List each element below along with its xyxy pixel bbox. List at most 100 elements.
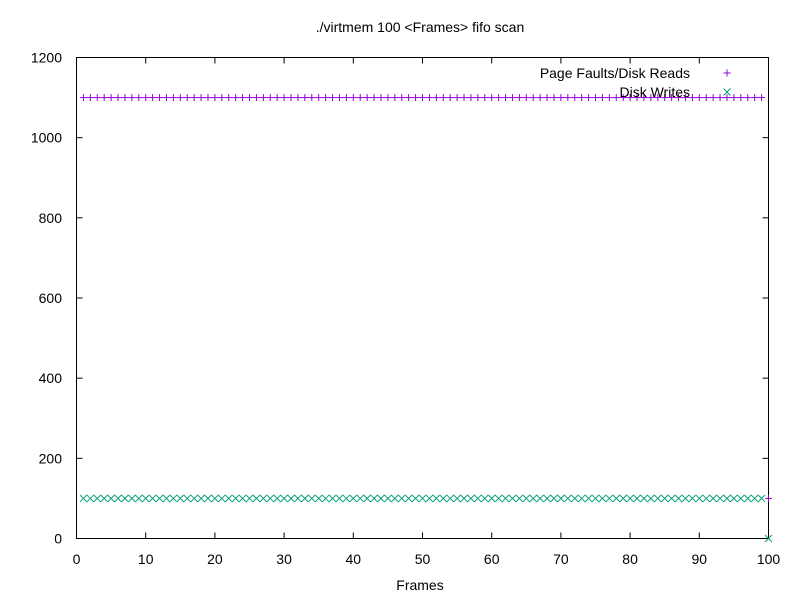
data-point bbox=[190, 94, 198, 102]
data-point bbox=[626, 494, 634, 503]
marker-stroke bbox=[681, 494, 690, 503]
x-tick-label: 40 bbox=[346, 551, 362, 567]
data-point bbox=[273, 494, 282, 503]
data-point bbox=[211, 94, 219, 102]
data-point bbox=[397, 494, 406, 503]
data-point bbox=[750, 494, 759, 503]
data-point bbox=[335, 494, 344, 503]
data-point bbox=[605, 494, 614, 503]
data-point bbox=[79, 94, 87, 102]
data-point bbox=[591, 494, 600, 503]
marker-stroke bbox=[121, 494, 129, 503]
marker-stroke bbox=[522, 494, 531, 503]
data-point bbox=[197, 94, 205, 102]
data-point bbox=[515, 494, 524, 503]
data-point bbox=[342, 94, 350, 102]
data-point bbox=[695, 94, 703, 102]
marker-stroke bbox=[245, 494, 254, 503]
data-point bbox=[626, 94, 634, 102]
data-point bbox=[508, 94, 516, 102]
marker-stroke bbox=[418, 494, 427, 503]
x-tick-label: 30 bbox=[276, 551, 292, 567]
marker-stroke bbox=[557, 494, 565, 503]
marker-stroke bbox=[467, 494, 475, 503]
data-point bbox=[86, 94, 94, 102]
data-point bbox=[702, 94, 710, 102]
data-point bbox=[342, 494, 351, 503]
marker-stroke bbox=[723, 88, 731, 96]
marker-stroke bbox=[128, 494, 136, 503]
data-point bbox=[169, 94, 177, 102]
data-point bbox=[384, 94, 392, 102]
marker-stroke bbox=[397, 494, 406, 503]
marker-stroke bbox=[377, 494, 385, 503]
data-point bbox=[356, 94, 364, 102]
data-point bbox=[100, 94, 108, 102]
data-point bbox=[204, 494, 212, 503]
marker-stroke bbox=[197, 494, 205, 503]
data-point bbox=[259, 494, 268, 503]
data-point bbox=[280, 494, 288, 503]
data-point bbox=[121, 94, 129, 102]
data-point bbox=[736, 494, 745, 503]
x-tick-label: 70 bbox=[553, 551, 569, 567]
data-point bbox=[439, 494, 448, 503]
marker-stroke bbox=[716, 494, 724, 503]
marker-stroke bbox=[211, 494, 219, 503]
data-point bbox=[321, 494, 330, 503]
y-tick-label: 400 bbox=[39, 370, 63, 386]
legend-label: Disk Writes bbox=[619, 84, 690, 100]
marker-stroke bbox=[231, 494, 240, 503]
data-point bbox=[79, 494, 88, 503]
data-point bbox=[647, 94, 655, 102]
legend: Page Faults/Disk Reads Disk Writes bbox=[540, 65, 731, 100]
data-point bbox=[287, 494, 295, 503]
marker-stroke bbox=[501, 494, 510, 503]
marker-stroke bbox=[390, 494, 399, 503]
data-point bbox=[619, 94, 627, 102]
marker-stroke bbox=[321, 494, 330, 503]
data-point bbox=[467, 494, 475, 503]
marker-stroke bbox=[764, 534, 773, 543]
marker-stroke bbox=[162, 494, 171, 503]
marker-stroke bbox=[169, 494, 178, 503]
marker-stroke bbox=[93, 494, 102, 503]
data-point bbox=[405, 94, 413, 102]
data-point bbox=[176, 94, 184, 102]
data-point bbox=[232, 94, 240, 102]
data-point bbox=[128, 94, 136, 102]
data-point bbox=[550, 94, 558, 102]
data-point bbox=[660, 494, 669, 503]
data-point bbox=[716, 94, 724, 102]
marker-stroke bbox=[695, 494, 704, 503]
y-tick-label: 800 bbox=[39, 210, 63, 226]
data-point bbox=[709, 94, 717, 102]
marker-stroke bbox=[100, 494, 109, 503]
data-point bbox=[390, 494, 399, 503]
data-point bbox=[398, 94, 406, 102]
data-point bbox=[577, 494, 586, 503]
data-point bbox=[377, 494, 385, 503]
marker-stroke bbox=[342, 494, 351, 503]
marker-stroke bbox=[723, 494, 731, 503]
marker-stroke bbox=[640, 494, 648, 503]
marker-stroke bbox=[252, 494, 261, 503]
data-point bbox=[266, 494, 275, 503]
marker-stroke bbox=[487, 494, 496, 503]
marker-stroke bbox=[446, 494, 455, 503]
marker-stroke bbox=[259, 494, 268, 503]
data-point bbox=[584, 494, 593, 503]
data-point bbox=[765, 494, 772, 502]
data-point bbox=[675, 94, 683, 102]
marker-stroke bbox=[598, 494, 607, 503]
data-point bbox=[287, 94, 295, 102]
marker-stroke bbox=[141, 494, 150, 503]
marker-stroke bbox=[107, 494, 115, 503]
data-point bbox=[384, 494, 392, 503]
data-point bbox=[121, 494, 129, 503]
data-point bbox=[93, 494, 102, 503]
data-point bbox=[647, 494, 655, 503]
marker-stroke bbox=[86, 494, 95, 503]
data-point bbox=[474, 494, 482, 503]
data-point bbox=[432, 94, 440, 102]
